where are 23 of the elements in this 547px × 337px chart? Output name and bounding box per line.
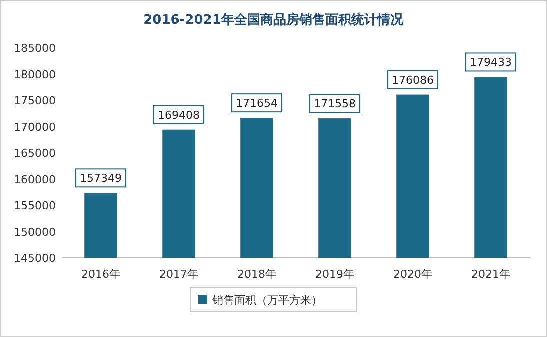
x-tick-label: 2020年 [394, 268, 432, 281]
y-tick-label: 165000 [14, 147, 56, 160]
x-tick-label: 2018年 [238, 268, 276, 281]
data-label: 171654 [236, 97, 278, 110]
y-tick-label: 185000 [14, 42, 56, 55]
y-tick-label: 155000 [14, 200, 56, 212]
x-tick-label: 2017年 [160, 268, 198, 281]
data-label: 169408 [158, 108, 200, 122]
data-label: 157349 [80, 172, 122, 186]
data-label: 171558 [314, 98, 356, 111]
chart-title: 2016-2021年全国商品房销售面积统计情况 [144, 12, 404, 28]
y-tick-label: 170000 [14, 120, 56, 134]
y-tick-label: 180000 [14, 68, 56, 82]
x-tick-label: 2016年 [82, 268, 120, 281]
y-tick-label: 150000 [14, 226, 56, 239]
y-tick-label: 175000 [14, 94, 56, 108]
data-label: 176086 [392, 74, 434, 87]
legend-label: 销售面积（万平方米） [212, 294, 322, 307]
x-tick-label: 2021年 [472, 268, 510, 281]
y-tick-label: 145000 [14, 252, 56, 265]
x-tick-label: 2019年 [316, 268, 354, 281]
y-tick-label: 160000 [14, 173, 56, 186]
data-label: 179433 [470, 56, 512, 70]
